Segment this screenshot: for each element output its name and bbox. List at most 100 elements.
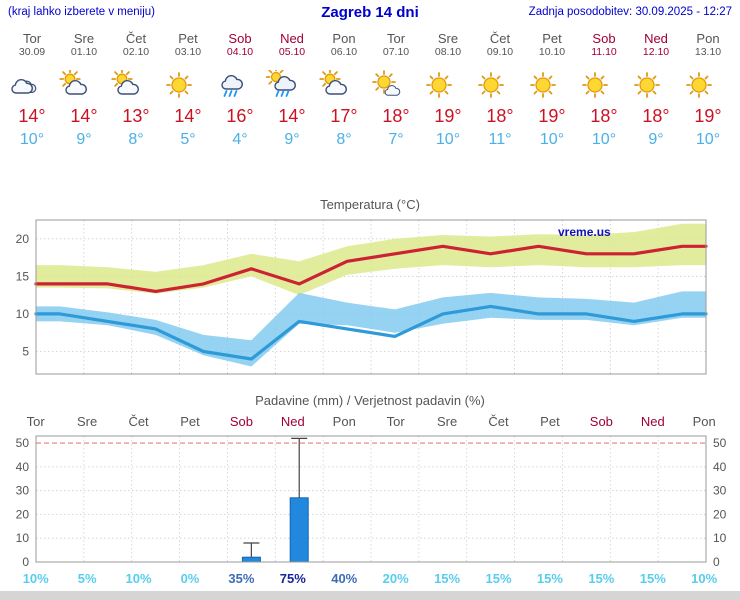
sunny-icon (162, 70, 214, 102)
temperature-chart-block: Temperatura (°C) 5 10 15 20 vreme.us (0, 196, 740, 386)
max-temp: 13° (122, 106, 150, 126)
day-date: 11.10 (591, 46, 617, 58)
day-date: 30.09 (18, 46, 46, 58)
max-temp: 14° (70, 106, 98, 126)
precip-day-label: Sre (77, 414, 98, 429)
precip-day-label: Tor (26, 414, 45, 429)
precip-probability: 75% (279, 571, 306, 586)
min-temp: 9° (76, 131, 92, 148)
precip-probability: 10% (22, 571, 49, 586)
day-date: 03.10 (174, 46, 202, 58)
precip-probability: 40% (331, 571, 358, 586)
min-temp: 10° (435, 131, 461, 148)
day-date: 13.10 (694, 46, 722, 58)
precip-bar (289, 497, 309, 563)
sunny-icon (422, 70, 474, 102)
cloudy-icon (6, 70, 58, 102)
sunny-icon (630, 70, 682, 102)
precipitation-chart-title: Padavine (mm) / Verjetnost padavin (%) (255, 393, 485, 408)
day-column[interactable]: Tor 07.10 18° 7° (370, 31, 422, 150)
forecast-days-row: Tor 30.09 14° 10° Sre 01.10 14° 9° Čet 02.10 13° 8°… (0, 21, 740, 150)
svg-text:20: 20 (16, 232, 30, 246)
svg-text:10: 10 (713, 531, 727, 545)
max-temperature-line (34, 244, 708, 293)
max-temp: 17° (330, 106, 358, 126)
precip-probability: 10% (125, 571, 152, 586)
day-name: Čet (125, 31, 147, 46)
max-temp: 18° (486, 106, 514, 126)
precip-probability: 15% (639, 571, 666, 586)
day-date: 01.10 (70, 46, 98, 58)
mostly-sunny-icon (370, 70, 422, 102)
min-temp: 9° (284, 131, 300, 148)
sunny-icon (474, 70, 526, 102)
day-column[interactable]: Sob 11.10 18° 10° (578, 31, 630, 150)
min-temp: 4° (232, 131, 248, 148)
day-date: 09.10 (486, 46, 514, 58)
max-temp: 16° (226, 106, 254, 126)
max-temp: 19° (434, 106, 462, 126)
max-temp: 18° (590, 106, 618, 126)
horizontal-scrollbar[interactable] (0, 591, 740, 600)
precip-day-label: Sob (589, 414, 613, 429)
day-name: Pon (696, 31, 720, 46)
precip-probability: 5% (77, 571, 97, 586)
min-temp: 8° (336, 131, 352, 148)
temperature-chart: 5 10 15 20 vreme.us (0, 214, 740, 386)
svg-text:40: 40 (713, 460, 727, 474)
precip-probability: 15% (588, 571, 615, 586)
last-updated: Zadnja posodobitev: 30.09.2025 - 12:27 (528, 6, 732, 18)
precip-probability: 15% (536, 571, 563, 586)
day-column[interactable]: Pon 13.10 19° 10° (682, 31, 734, 150)
day-name: Sre (437, 31, 459, 46)
day-column[interactable]: Sre 01.10 14° 9° (58, 31, 110, 150)
day-column[interactable]: Pon 06.10 17° 8° (318, 31, 370, 150)
day-name: Tor (22, 31, 42, 46)
day-column[interactable]: Sre 08.10 19° 10° (422, 31, 474, 150)
sunny-icon (526, 70, 578, 102)
max-temperature-range-band (36, 223, 706, 296)
precip-day-label: Pon (332, 414, 356, 429)
day-name: Sob (592, 31, 616, 46)
day-column[interactable]: Čet 09.10 18° 11° (474, 31, 526, 150)
precip-day-label: Pet (180, 414, 200, 429)
svg-text:40: 40 (16, 460, 30, 474)
partly-cloudy-icon (318, 70, 370, 102)
precip-day-labels-row: Tor Sre Čet Pet Sob Ned Pon Tor Sre Čet Pet Sob Ned P… (0, 414, 740, 430)
day-name: Sob (228, 31, 252, 46)
partly-cloudy-icon (58, 70, 110, 102)
day-name: Pet (178, 31, 198, 46)
svg-text:30: 30 (16, 484, 30, 498)
menu-hint: (kraj lahko izberete v meniju) (8, 6, 156, 18)
max-temp: 18° (382, 106, 410, 126)
day-name: Pon (332, 31, 356, 46)
max-temp: 14° (278, 106, 306, 126)
sunny-icon (578, 70, 630, 102)
precip-day-label: Sre (436, 414, 458, 429)
precipitation-chart: 0 0 10 10 20 20 30 30 40 40 50 50 (0, 430, 740, 570)
day-name: Ned (280, 31, 304, 46)
sunny-icon (682, 70, 734, 102)
precip-day-label: Tor (386, 414, 405, 429)
day-column[interactable]: Čet 02.10 13° 8° (110, 31, 162, 150)
day-column[interactable]: Ned 12.10 18° 9° (630, 31, 682, 150)
day-name: Čet (489, 31, 511, 46)
day-name: Sre (73, 31, 95, 46)
precip-day-label: Ned (280, 414, 305, 429)
day-column[interactable]: Pet 10.10 19° 10° (526, 31, 578, 150)
day-column[interactable]: Ned 05.10 14° 9° (266, 31, 318, 150)
svg-text:10: 10 (16, 307, 30, 321)
precip-probability: 35% (228, 571, 255, 586)
rain-sun-icon (266, 70, 318, 102)
day-column[interactable]: Pet 03.10 14° 5° (162, 31, 214, 150)
min-temp: 10° (591, 131, 617, 148)
precip-probability-row: 10% 5% 10% 0% 35% 75% 40% 20% 15% 15% 15% 15% 15% 10% (0, 571, 740, 586)
svg-text:15: 15 (16, 269, 30, 283)
day-column[interactable]: Sob 04.10 16° 4° (214, 31, 266, 150)
svg-text:0: 0 (22, 555, 29, 569)
day-column[interactable]: Tor 30.09 14° 10° (6, 31, 58, 150)
day-name: Ned (644, 31, 668, 46)
max-temp: 14° (174, 106, 202, 126)
temperature-chart-title: Temperatura (°C) (320, 197, 420, 212)
precip-day-label: Sob (229, 414, 253, 429)
